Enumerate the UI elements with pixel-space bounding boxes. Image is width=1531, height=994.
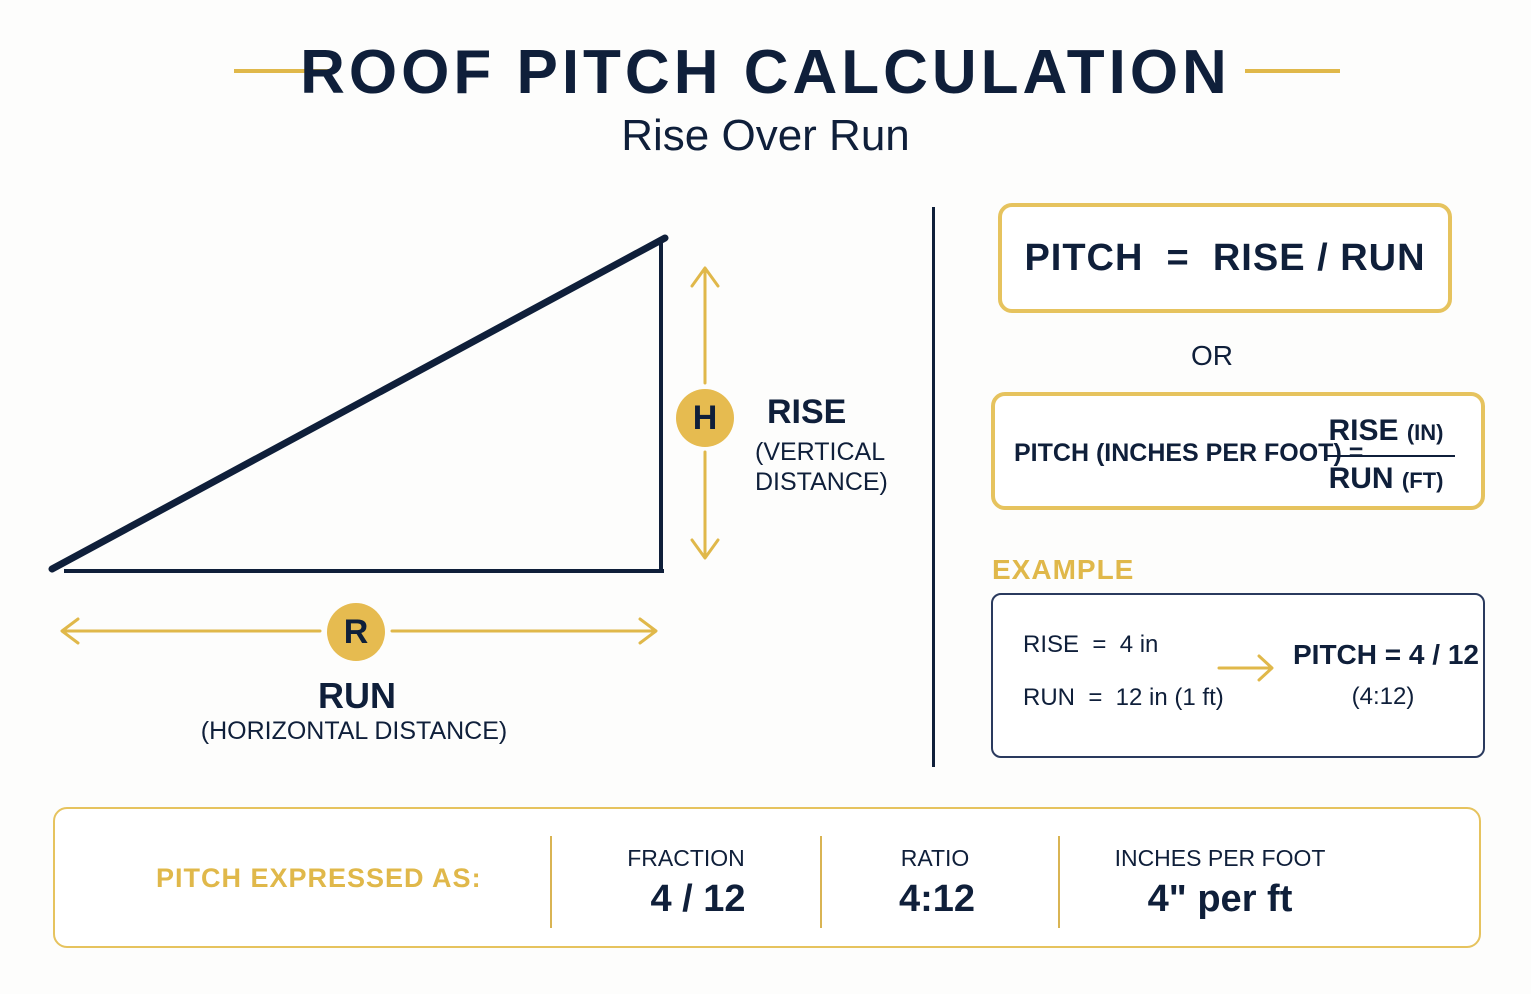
or-text: OR (1191, 340, 1233, 371)
inches-per-foot-label: INCHES PER FOOT (1114, 845, 1326, 871)
column-divider-3 (1058, 836, 1060, 928)
page-title: ROOF PITCH CALCULATION (300, 38, 1231, 107)
fraction-numerator: RISE (IN) (1321, 414, 1451, 448)
denominator-text: RUN (1328, 462, 1394, 495)
column-divider-2 (820, 836, 822, 928)
section-divider (932, 207, 935, 767)
run-sublabel: (HORIZONTAL DISTANCE) (200, 717, 508, 745)
example-run: RUN = 12 in (1 ft) (1023, 684, 1224, 711)
rise-badge: H (676, 389, 734, 447)
fraction-label: FRACTION (627, 845, 745, 871)
example-result-ratio: (4:12) (1351, 683, 1415, 710)
run-badge: R (327, 603, 385, 661)
roof-slope-line (48, 234, 669, 573)
numerator-text: RISE (1328, 414, 1399, 447)
fraction-bar (1325, 455, 1455, 457)
primary-formula-box: PITCH = RISE / RUN (998, 203, 1452, 313)
denominator-unit: (FT) (1401, 468, 1444, 493)
inches-per-foot-value: 4" per ft (1147, 878, 1293, 920)
secondary-formula-left: PITCH (INCHES PER FOOT) = (1014, 439, 1364, 467)
example-box: RISE = 4 in RUN = 12 in (1 ft) PITCH = 4… (991, 593, 1485, 758)
rise-sublabel-line2: DISTANCE) (755, 468, 888, 496)
secondary-formula-box: PITCH (INCHES PER FOOT) = RISE (IN) RUN … (991, 392, 1485, 510)
rise-arrow (690, 266, 720, 560)
pitch-expressed-heading: PITCH EXPRESSED AS: (156, 863, 482, 893)
page-subtitle: Rise Over Run (621, 111, 910, 160)
pitch-expressed-panel (53, 807, 1481, 948)
example-heading: EXAMPLE (992, 554, 1135, 585)
run-label: RUN (318, 675, 396, 716)
fraction-value: 4 / 12 (650, 878, 746, 920)
ratio-label: RATIO (900, 845, 970, 871)
example-result: PITCH = 4 / 12 (1293, 639, 1479, 670)
title-rule-right (1245, 69, 1340, 73)
ratio-value: 4:12 (898, 878, 976, 920)
numerator-unit: (IN) (1406, 420, 1444, 445)
rise-sublabel-line1: (VERTICAL (755, 438, 886, 466)
run-arrow (60, 617, 658, 645)
rise-label: RISE (767, 393, 847, 431)
title-rule-left (234, 69, 332, 73)
fraction-denominator: RUN (FT) (1321, 462, 1451, 496)
example-rise: RISE = 4 in (1023, 631, 1159, 658)
primary-formula: PITCH = RISE / RUN (1024, 236, 1426, 279)
arrow-right-icon (1217, 654, 1274, 682)
pitch-diagram (48, 234, 720, 645)
column-divider-1 (550, 836, 552, 928)
